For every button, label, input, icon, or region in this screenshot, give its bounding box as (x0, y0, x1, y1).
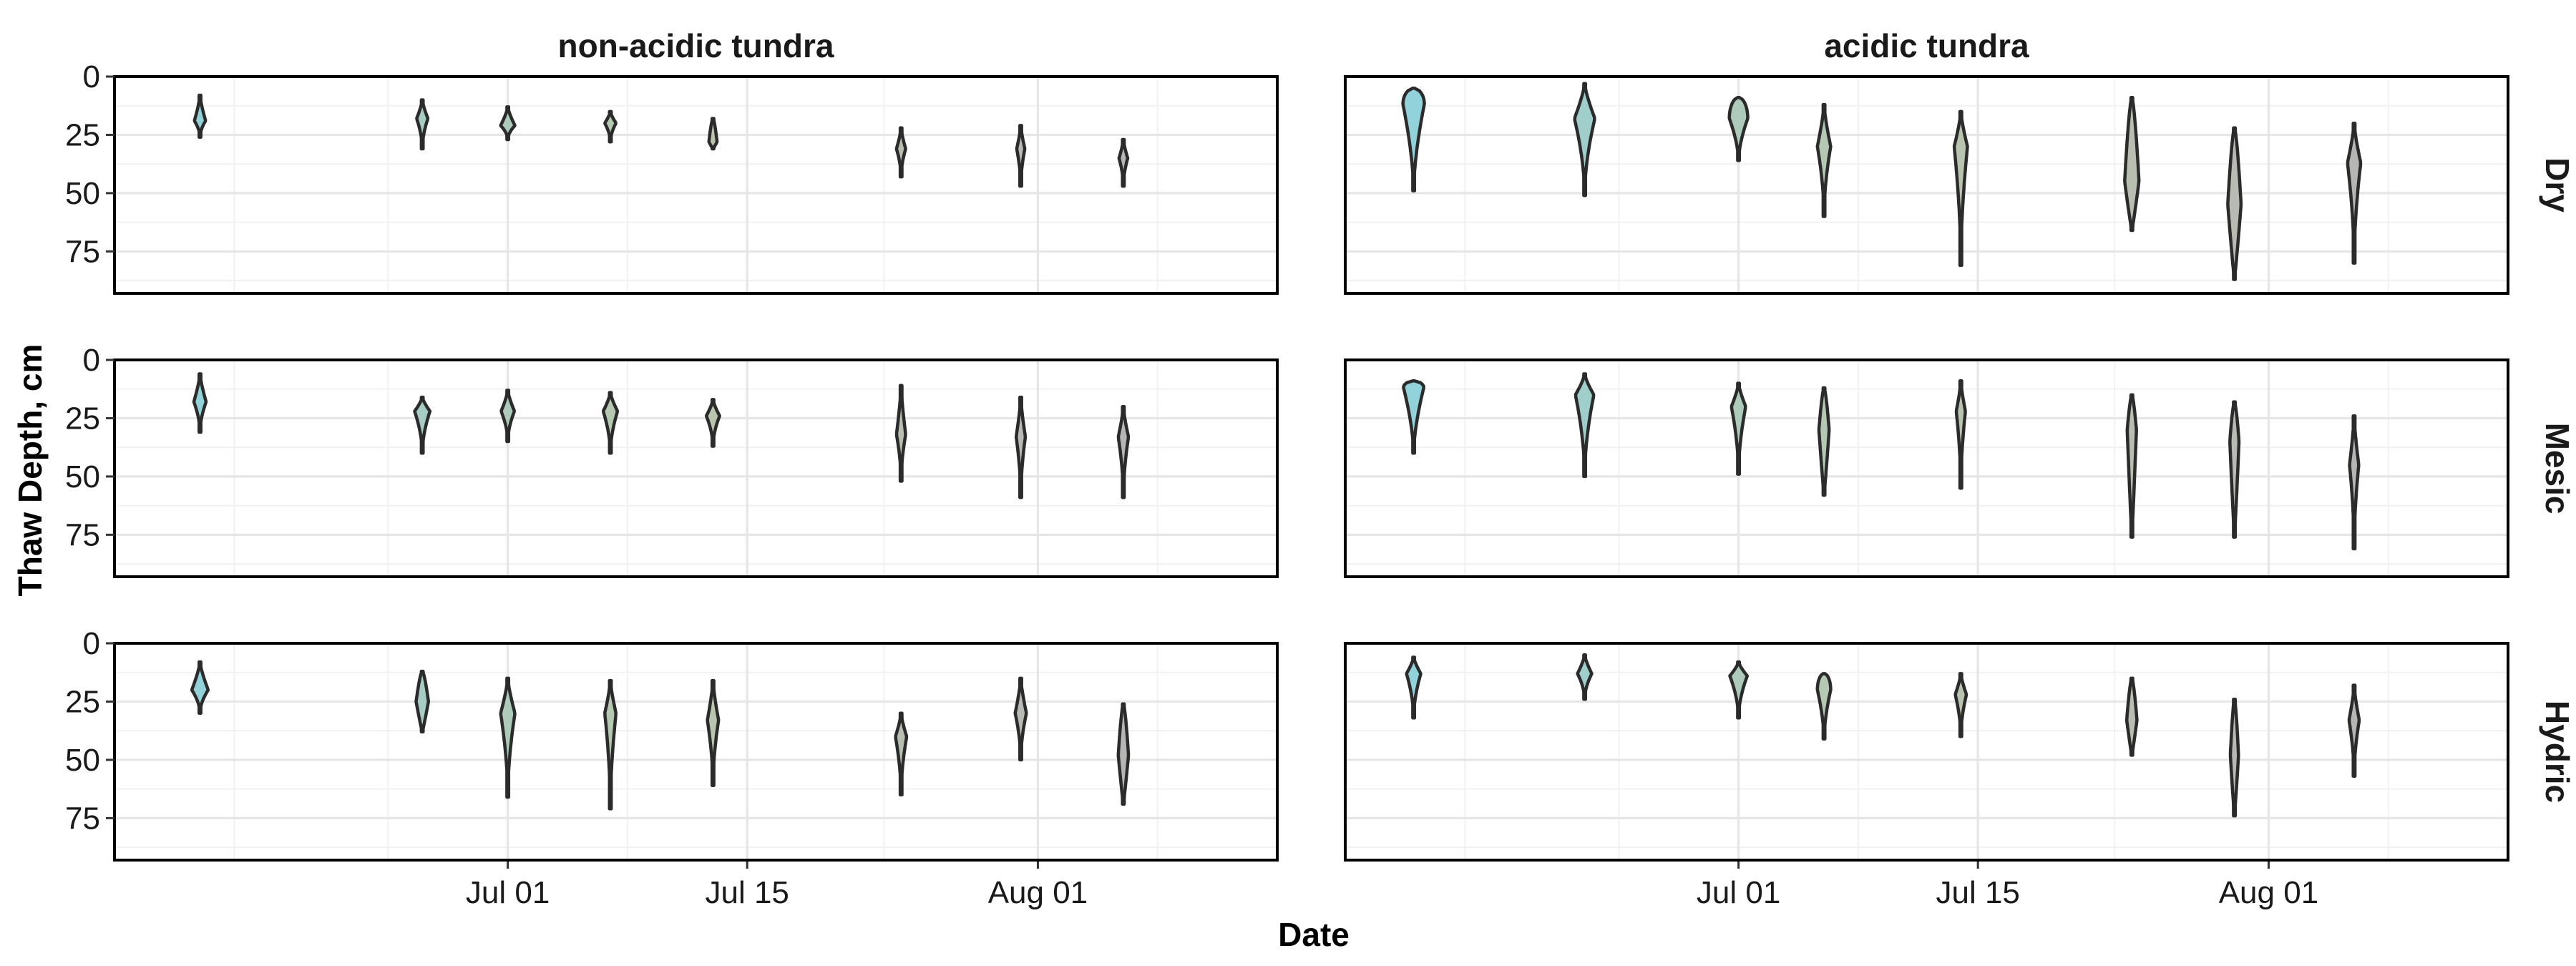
violin-acidic-tundra-dry-2018-07-01 (1727, 96, 1750, 162)
violin-acidic-tundra-mesic-2018-07-30 (2228, 400, 2241, 539)
violin-non-acidic-tundra-dry-2018-07-13 (707, 117, 719, 151)
violin-acidic-tundra-mesic-2018-07-14 (1954, 379, 1967, 490)
violin-acidic-tundra-dry-2018-07-30 (2226, 126, 2243, 281)
y-tick-label: 0 (83, 626, 100, 661)
violin-non-acidic-tundra-dry-2018-06-13 (192, 93, 208, 139)
violin-acidic-tundra-hydric-2018-07-30 (2228, 697, 2240, 818)
violin-acidic-tundra-dry-2018-06-12 (1401, 87, 1426, 192)
y-tick-label: 25 (65, 401, 100, 436)
violin-non-acidic-tundra-hydric-2018-06-26 (414, 669, 431, 734)
y-tick-label: 50 (65, 459, 100, 494)
y-tick-label: 50 (65, 176, 100, 211)
violin-non-acidic-tundra-dry-2018-07-24 (894, 126, 907, 179)
violin-non-acidic-tundra-hydric-2018-07-31 (1013, 676, 1028, 762)
violin-non-acidic-tundra-mesic-2018-08-06 (1116, 404, 1131, 499)
panel-border-acidic-tundra-dry (1344, 75, 2509, 295)
y-tick-label: 0 (83, 343, 100, 378)
y-tick-label: 25 (65, 117, 100, 152)
panel-background-non-acidic-tundra-hydric (114, 643, 1277, 860)
y-tick-label: 0 (83, 59, 100, 94)
x-tick-label-acidic-tundra: Jul 15 (1936, 875, 2019, 910)
violin-non-acidic-tundra-mesic-2018-06-26 (413, 395, 432, 455)
violin-acidic-tundra-hydric-2018-07-06 (1815, 672, 1833, 741)
y-tick-label: 75 (65, 234, 100, 269)
x-tick-label-acidic-tundra: Aug 01 (2219, 875, 2318, 910)
panel-border-non-acidic-tundra-hydric (113, 642, 1279, 862)
violin-acidic-tundra-dry-2018-07-14 (1952, 109, 1969, 268)
violin-non-acidic-tundra-hydric-2018-07-13 (706, 678, 721, 787)
panel-background-acidic-tundra-dry (1345, 77, 2508, 293)
violin-non-acidic-tundra-mesic-2018-07-13 (704, 398, 721, 448)
panel-background-acidic-tundra-mesic (1345, 360, 2508, 577)
violin-non-acidic-tundra-mesic-2018-07-31 (1014, 395, 1028, 499)
strip-label-mesic: Mesic (2539, 423, 2576, 514)
y-tick-label: 75 (65, 517, 100, 552)
panel-background-acidic-tundra-hydric (1345, 643, 2508, 860)
panel-background-non-acidic-tundra-mesic (114, 360, 1277, 577)
facet-title-acidic-tundra: acidic tundra (1824, 27, 2029, 64)
x-axis-title: Date (1278, 916, 1350, 953)
panel-background-non-acidic-tundra-dry (114, 77, 1277, 293)
violin-acidic-tundra-mesic-2018-06-22 (1574, 372, 1596, 479)
violin-acidic-tundra-dry-2018-07-24 (2123, 96, 2141, 233)
x-tick-label-acidic-tundra: Jul 01 (1697, 875, 1780, 910)
x-tick-label-non-acidic-tundra: Aug 01 (988, 875, 1088, 910)
strip-label-dry: Dry (2539, 157, 2576, 213)
violin-non-acidic-tundra-hydric-2018-06-13 (190, 660, 210, 715)
violin-acidic-tundra-dry-2018-08-06 (2346, 121, 2363, 265)
panel-border-non-acidic-tundra-dry (113, 75, 1279, 295)
y-tick-label: 75 (65, 801, 100, 836)
violin-non-acidic-tundra-hydric-2018-08-06 (1116, 702, 1131, 806)
violin-non-acidic-tundra-mesic-2018-06-13 (192, 372, 208, 434)
violin-acidic-tundra-hydric-2018-08-06 (2347, 683, 2361, 778)
violin-layer (190, 82, 2363, 818)
y-tick-label: 25 (65, 684, 100, 719)
panel-border-acidic-tundra-mesic (1344, 358, 2509, 578)
violin-non-acidic-tundra-dry-2018-07-07 (603, 109, 618, 144)
violin-non-acidic-tundra-hydric-2018-07-01 (499, 676, 517, 799)
violin-acidic-tundra-dry-2018-07-06 (1815, 102, 1833, 218)
violin-non-acidic-tundra-dry-2018-07-01 (499, 105, 517, 142)
violin-non-acidic-tundra-dry-2018-06-26 (415, 98, 430, 151)
violin-non-acidic-tundra-hydric-2018-07-07 (603, 678, 618, 811)
violin-non-acidic-tundra-hydric-2018-07-24 (894, 711, 909, 797)
violin-non-acidic-tundra-mesic-2018-07-01 (499, 389, 516, 444)
violin-acidic-tundra-hydric-2018-07-24 (2124, 676, 2139, 757)
y-axis-title: Thaw Depth, cm (11, 344, 49, 597)
facet-title-non-acidic-tundra: non-acidic tundra (558, 27, 834, 64)
x-tick-label-non-acidic-tundra: Jul 15 (705, 875, 789, 910)
grid-layer (114, 75, 2508, 860)
violin-acidic-tundra-hydric-2018-06-22 (1576, 653, 1594, 701)
violin-non-acidic-tundra-dry-2018-08-06 (1117, 137, 1130, 188)
violin-non-acidic-tundra-mesic-2018-07-24 (894, 384, 907, 483)
violin-acidic-tundra-mesic-2018-07-01 (1729, 381, 1747, 476)
panel-border-acidic-tundra-hydric (1344, 642, 2509, 862)
panel-border-non-acidic-tundra-mesic (113, 358, 1279, 578)
violin-acidic-tundra-hydric-2018-07-01 (1728, 660, 1750, 720)
violin-acidic-tundra-mesic-2018-07-06 (1817, 386, 1831, 497)
violin-acidic-tundra-mesic-2018-06-12 (1402, 379, 1425, 455)
violin-acidic-tundra-mesic-2018-08-06 (2348, 414, 2361, 551)
violin-acidic-tundra-hydric-2018-07-14 (1953, 672, 1968, 738)
violin-acidic-tundra-dry-2018-06-22 (1573, 82, 1596, 197)
violin-non-acidic-tundra-dry-2018-07-31 (1015, 124, 1027, 188)
label-layer: non-acidic tundra Jul 01 Jul 15 Aug 01 0 25 50… (65, 27, 2576, 910)
y-tick-label: 50 (65, 743, 100, 778)
x-tick-label-non-acidic-tundra: Jul 01 (466, 875, 550, 910)
violin-acidic-tundra-mesic-2018-07-24 (2125, 393, 2138, 539)
violin-acidic-tundra-hydric-2018-06-12 (1405, 655, 1423, 720)
violin-non-acidic-tundra-mesic-2018-07-07 (602, 391, 619, 455)
strip-label-hydric: Hydric (2539, 701, 2576, 803)
frame-layer (106, 75, 2509, 869)
